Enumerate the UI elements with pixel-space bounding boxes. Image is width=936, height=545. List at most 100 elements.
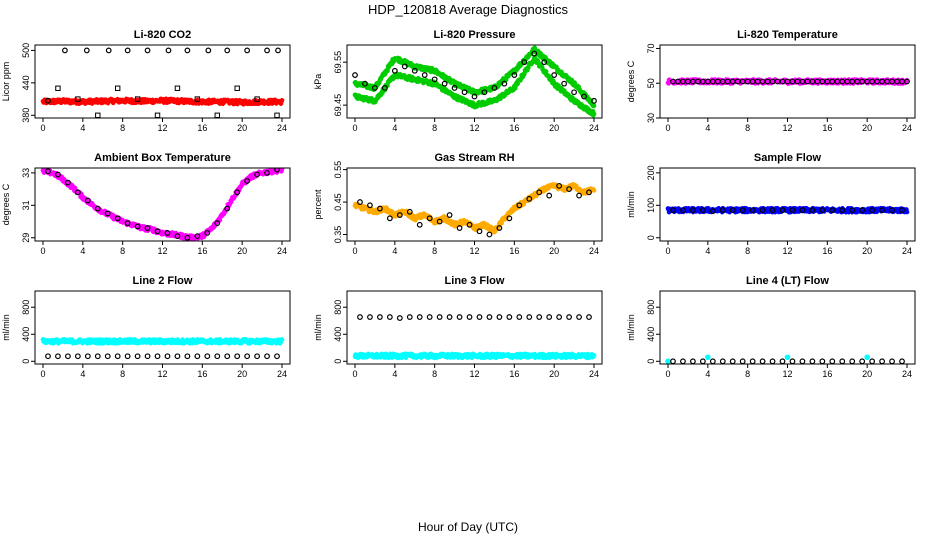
x-tick-label: 4 (392, 123, 397, 133)
x-tick-label: 0 (352, 246, 357, 256)
y-tick-label: 0 (646, 359, 656, 364)
data-point (491, 85, 498, 91)
data-point (224, 47, 231, 54)
data-point (224, 353, 231, 360)
y-tick-label: 0.45 (333, 193, 343, 211)
data-marks (40, 47, 285, 118)
data-point (581, 93, 587, 100)
data-point (566, 186, 573, 192)
x-tick-label: 12 (782, 123, 792, 133)
panel-title: Sample Flow (754, 152, 822, 164)
y-axis-label: kPa (313, 74, 323, 90)
x-tick-label: 20 (549, 123, 559, 133)
x-tick-label: 16 (822, 123, 832, 133)
data-point (501, 80, 508, 87)
data-point (869, 358, 876, 364)
data-point (264, 47, 270, 54)
series-2 (357, 182, 592, 238)
data-point (95, 112, 101, 118)
x-tick-label: 20 (237, 246, 247, 256)
data-point (214, 220, 221, 227)
y-axis-label: ml/min (626, 314, 636, 341)
y-axis-label: Licor ppm (1, 62, 11, 102)
y-axis-label: percent (313, 189, 323, 220)
data-point (446, 212, 453, 218)
x-tick-label: 8 (120, 123, 125, 133)
data-point (899, 358, 905, 364)
x-tick-label: 20 (237, 369, 247, 379)
data-point (511, 72, 518, 78)
data-point (586, 189, 592, 196)
panel-title: Gas Stream RH (434, 152, 514, 164)
y-axis-label: ml/min (626, 191, 636, 218)
x-tick-label: 24 (902, 246, 912, 256)
data-point (829, 207, 836, 214)
y-tick-label: 33 (21, 168, 31, 178)
data-point (541, 59, 548, 66)
data-point (586, 314, 592, 320)
data-point (134, 223, 141, 230)
data-point (386, 215, 393, 222)
x-tick-label: 8 (432, 369, 437, 379)
data-point (879, 358, 886, 364)
data-point (486, 314, 493, 320)
chart-panel-6: Sample Flow 0 4 8 12 16 20 24 0 100 200 ml/min (626, 152, 916, 256)
data-point (889, 358, 895, 364)
data-point (406, 208, 413, 215)
plot-frame (34, 44, 291, 119)
data-point (769, 207, 776, 214)
data-point (591, 97, 597, 104)
x-tick-label: 24 (902, 369, 912, 379)
data-point (362, 80, 368, 87)
x-tick-label: 0 (40, 246, 45, 256)
series-2 (45, 168, 280, 241)
data-point (64, 179, 71, 186)
x-tick-label: 20 (549, 246, 559, 256)
panel-title: Li-820 CO2 (134, 29, 191, 41)
data-point (566, 314, 573, 320)
x-tick-label: 24 (277, 246, 287, 256)
data-point (416, 221, 423, 228)
data-point (496, 225, 503, 231)
data-point (699, 358, 706, 364)
data-point (526, 314, 533, 320)
data-point (436, 314, 443, 320)
x-tick-label: 16 (197, 246, 207, 256)
x-tick-label: 12 (469, 123, 479, 133)
data-point (446, 314, 453, 320)
chart-panel-9: Line 4 (LT) Flow 0 4 8 12 16 20 24 0 400 800 ml/min (626, 275, 916, 379)
data-point (759, 207, 766, 214)
x-tick-label: 24 (589, 246, 599, 256)
data-point (194, 96, 201, 102)
data-point (254, 171, 261, 178)
y-tick-label: 100 (646, 198, 656, 213)
data-point (829, 358, 836, 364)
x-tick-label: 16 (509, 123, 519, 133)
data-point (45, 168, 51, 175)
x-tick-label: 20 (237, 123, 247, 133)
data-point (839, 207, 846, 214)
data-marks (352, 181, 597, 238)
plot-frame (659, 290, 916, 365)
data-point (174, 85, 181, 91)
plot-frame (659, 167, 916, 242)
x-tick-label: 4 (80, 123, 85, 133)
x-tick-label: 4 (392, 369, 397, 379)
data-point (471, 93, 478, 100)
data-point (144, 225, 151, 231)
x-tick-label: 4 (80, 369, 85, 379)
data-point (859, 207, 866, 214)
x-tick-label: 24 (589, 369, 599, 379)
data-point (799, 207, 806, 214)
data-point (496, 314, 503, 320)
data-point (689, 358, 696, 364)
y-tick-label: 800 (646, 300, 656, 315)
series-3 (55, 85, 280, 118)
data-point (426, 215, 433, 222)
y-tick-label: 0 (333, 359, 343, 364)
data-point (431, 76, 438, 83)
y-axis-label: ml/min (313, 314, 323, 341)
data-point (244, 353, 251, 360)
y-axis-label: degrees C (1, 183, 11, 225)
x-tick-label: 24 (277, 123, 287, 133)
